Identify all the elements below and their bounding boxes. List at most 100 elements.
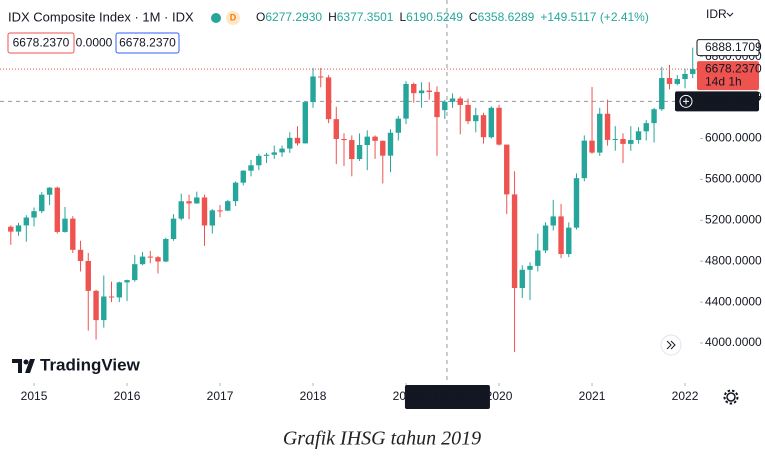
y-tick-label: 5200.0000 <box>705 212 762 226</box>
candle-body <box>46 187 53 195</box>
candle-body <box>248 165 254 171</box>
candle-body <box>147 256 153 258</box>
logo-mark <box>12 359 35 373</box>
candle-body <box>628 140 634 144</box>
candle-body <box>387 132 394 156</box>
candle-body <box>256 155 262 166</box>
x-tick-label: 2020 <box>486 389 513 403</box>
candle-body <box>163 239 169 262</box>
ohlc-value: 6277.2930 <box>265 10 322 24</box>
candle-body <box>240 170 246 183</box>
y-tick-label: 6000.0000 <box>705 131 762 145</box>
ohlc-key: C <box>469 10 478 24</box>
candle-body <box>418 90 425 94</box>
candle-body <box>395 118 402 133</box>
candle-body <box>116 282 123 298</box>
candle-body <box>139 256 146 265</box>
candle-body <box>635 131 642 141</box>
candle-body <box>449 98 456 102</box>
data-icon-label: D <box>230 12 237 22</box>
input-row: 6678.2370 0.0000 6678.2370 <box>7 32 180 54</box>
chart-background <box>0 0 765 412</box>
candle-body <box>527 265 533 270</box>
y-tick-label: 4800.0000 <box>705 253 762 267</box>
candle-body <box>457 98 463 105</box>
chart-title: IDX Composite Index · 1M · IDX <box>8 9 194 24</box>
candle-body <box>263 154 270 156</box>
high-marker-label: 6888.1709 <box>705 40 762 54</box>
candle-body <box>535 250 541 266</box>
y-tick-label: 4400.0000 <box>705 294 762 308</box>
candle-body <box>15 225 22 232</box>
candle-body <box>364 136 370 146</box>
brand-logo: TradingView <box>12 355 141 374</box>
high-marker-box <box>696 39 760 57</box>
gear-inner <box>726 392 736 402</box>
candle-body <box>287 137 293 149</box>
candle-body <box>434 91 440 118</box>
candle-body <box>682 73 688 80</box>
candle-body <box>101 296 107 321</box>
candle-body <box>333 119 339 139</box>
candle-body <box>54 187 60 232</box>
candle-body <box>186 201 192 204</box>
candle-body <box>8 226 14 232</box>
candle-body <box>225 201 231 211</box>
candle-body <box>310 76 316 103</box>
caption: Grafik IHSG tahun 2019 <box>283 428 481 450</box>
candle-body <box>132 264 138 281</box>
ohlc-value: 6190.5249 <box>406 10 463 24</box>
x-tick-label: 2017 <box>207 389 234 403</box>
candle-body <box>403 83 409 119</box>
candle-body <box>488 107 495 138</box>
candle-body <box>318 76 324 78</box>
candle-body <box>558 216 564 255</box>
currency[interactable]: IDR <box>706 7 727 21</box>
candle-body <box>39 194 45 212</box>
input-value: 6678.2370 <box>13 36 70 50</box>
candle-body <box>201 197 208 226</box>
candle-body <box>217 210 223 212</box>
candle-body <box>178 201 184 219</box>
candle-body <box>77 249 84 261</box>
x-tick-label: 2022 <box>672 389 699 403</box>
crosshair-y-label: 6363.3557 <box>705 93 762 107</box>
currency-chevron <box>726 12 734 17</box>
change: +149.5117 (+2.41%) <box>540 10 649 24</box>
candle-body <box>302 102 309 144</box>
candle-body <box>589 140 595 153</box>
candle-body <box>349 140 355 160</box>
plot-area <box>0 0 700 383</box>
candle-body <box>542 225 549 251</box>
candle-body <box>643 123 649 132</box>
candle-body <box>519 269 525 288</box>
candle-body <box>356 145 363 160</box>
candle-body <box>23 217 30 226</box>
candle-body <box>573 178 580 228</box>
candle-body <box>271 152 277 155</box>
gear-teeth <box>723 389 739 405</box>
settings-button[interactable] <box>723 389 739 405</box>
candle-body <box>651 109 657 124</box>
candle-body <box>597 113 603 153</box>
candle-body <box>659 78 665 110</box>
candle-body <box>194 197 200 204</box>
candle-body <box>426 90 432 92</box>
input-box[interactable] <box>7 32 75 54</box>
y-tick-label: 4000.0000 <box>705 335 762 349</box>
scroll-button[interactable] <box>660 334 682 356</box>
candle-body <box>124 280 130 283</box>
x-tick-label: 2018 <box>300 389 327 403</box>
input-value: 6678.2370 <box>119 36 176 50</box>
input-box[interactable] <box>115 32 180 54</box>
candle-body <box>209 210 216 226</box>
candle-body <box>666 78 673 84</box>
input-box[interactable] <box>76 33 112 53</box>
crosshair-plus-sign <box>683 98 689 105</box>
candle-body <box>155 257 161 262</box>
crosshair-plus[interactable] <box>679 94 693 108</box>
brand: TradingView <box>40 355 141 374</box>
candle-body <box>511 194 518 288</box>
candle-body <box>232 182 239 202</box>
candle-body <box>581 140 588 179</box>
